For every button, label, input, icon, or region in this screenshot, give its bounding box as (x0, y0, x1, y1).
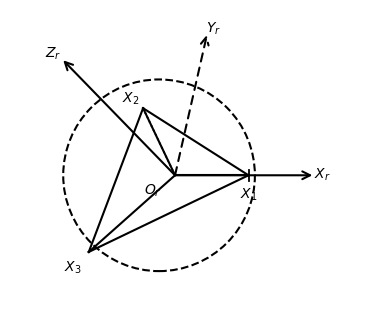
Text: $O_r$: $O_r$ (144, 183, 161, 200)
Text: $X_r$: $X_r$ (314, 167, 330, 184)
Text: $X_1$: $X_1$ (240, 186, 257, 203)
Text: $Z_r$: $Z_r$ (45, 46, 62, 62)
Text: $Y_r$: $Y_r$ (206, 20, 221, 36)
Text: $X_2$: $X_2$ (121, 90, 139, 107)
Text: $X_3$: $X_3$ (64, 260, 81, 276)
